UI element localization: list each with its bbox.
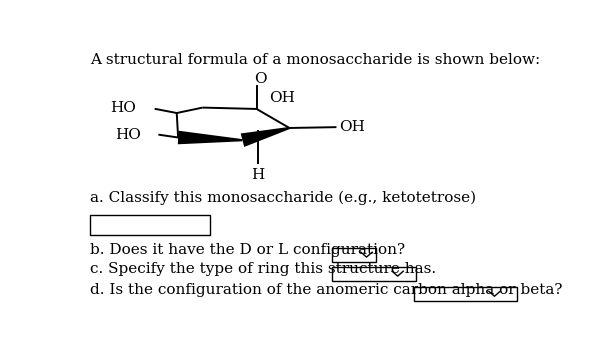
- Text: H: H: [251, 168, 265, 182]
- Text: d. Is the configuration of the anomeric carbon alpha or beta?: d. Is the configuration of the anomeric …: [90, 282, 562, 297]
- Polygon shape: [241, 127, 290, 147]
- Bar: [331, 248, 376, 262]
- Bar: [90, 215, 210, 235]
- Text: HO: HO: [110, 101, 136, 115]
- Text: b. Does it have the D or L configuration?: b. Does it have the D or L configuration…: [90, 243, 405, 257]
- Text: OH: OH: [269, 90, 295, 104]
- Text: a. Classify this monosaccharide (e.g., ketotetrose): a. Classify this monosaccharide (e.g., k…: [90, 191, 476, 205]
- Bar: [414, 287, 518, 301]
- Text: O: O: [254, 72, 267, 86]
- Text: OH: OH: [339, 120, 365, 134]
- Text: HO: HO: [116, 128, 142, 142]
- Text: A structural formula of a monosaccharide is shown below:: A structural formula of a monosaccharide…: [90, 53, 540, 67]
- Text: c. Specify the type of ring this structure has.: c. Specify the type of ring this structu…: [90, 262, 436, 276]
- Polygon shape: [178, 131, 242, 144]
- Bar: [331, 267, 416, 281]
